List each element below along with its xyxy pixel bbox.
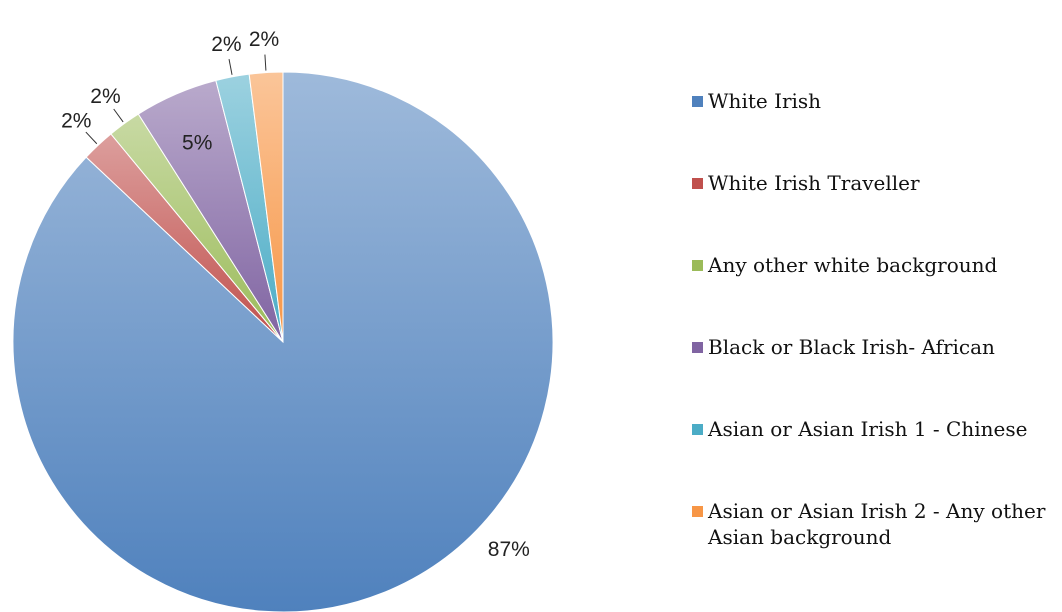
data-label: 2% [90, 85, 120, 108]
legend-label: White Irish [708, 89, 822, 113]
legend-swatch [692, 424, 703, 435]
data-label: 2% [211, 33, 241, 56]
legend-label: Black or Black Irish- African [708, 335, 995, 359]
legend-item: Any other white background [692, 252, 1057, 334]
data-label: 5% [182, 131, 212, 154]
data-label: 2% [249, 28, 279, 51]
legend-swatch [692, 178, 703, 189]
data-label: 2% [61, 109, 91, 132]
leader-line [85, 131, 98, 145]
legend-item: Black or Black Irish- African [692, 334, 1057, 416]
legend-swatch [692, 260, 703, 271]
legend-swatch [692, 506, 703, 517]
legend-label: Asian or Asian Irish 1 - Chinese [708, 417, 1028, 441]
legend-swatch [692, 342, 703, 353]
leader-line [264, 54, 267, 71]
legend-item: Asian or Asian Irish 2 - Any other Asian… [692, 498, 1057, 580]
chart: 87%2%2%5%2% 2% [12, 28, 554, 612]
data-label: 87% [488, 538, 530, 561]
legend-label: White Irish Traveller [708, 171, 920, 195]
legend-item: White Irish [692, 88, 1057, 170]
legend: White Irish White Irish Traveller Any othe… [692, 88, 1057, 580]
legend-item: Asian or Asian Irish 1 - Chinese [692, 416, 1057, 498]
leader-line [113, 108, 124, 123]
legend-item: White Irish Traveller [692, 170, 1057, 252]
leader-line [228, 59, 233, 75]
slice [248, 71, 284, 343]
legend-label: Any other white background [708, 253, 998, 277]
legend-swatch [692, 96, 703, 107]
legend-label: Asian or Asian Irish 2 - Any other Asian… [708, 499, 1046, 549]
